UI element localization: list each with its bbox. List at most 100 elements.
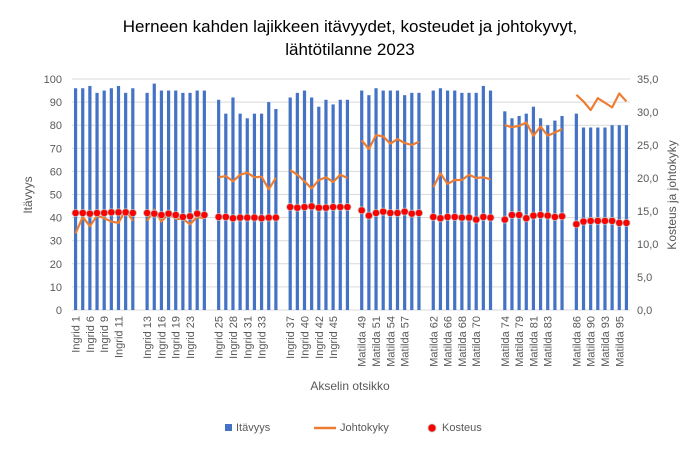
point-kosteus: [193, 209, 202, 218]
bar-itavyys: [238, 113, 242, 311]
y2-tick-label: 20,0: [637, 173, 658, 185]
bar-itavyys: [431, 90, 435, 310]
y-tick-label: 60: [50, 166, 62, 178]
x-tick-label: Ingrid 28: [228, 316, 240, 359]
y-tick-label: 90: [50, 97, 62, 109]
bar-itavyys: [274, 109, 278, 310]
point-kosteus: [286, 203, 295, 212]
x-tick-label: Ingrid 25: [214, 316, 226, 359]
x-tick-label: Matilda 51: [371, 316, 383, 367]
legend-label-johtokyky: Johtokyky: [340, 422, 389, 434]
point-kosteus: [515, 210, 524, 219]
point-kosteus: [300, 203, 309, 212]
point-kosteus: [379, 207, 388, 216]
line-johtokyky: [289, 169, 348, 190]
x-tick-label: Matilda 81: [528, 316, 540, 367]
bar-itavyys: [231, 97, 235, 310]
bar-itavyys: [438, 88, 443, 311]
point-kosteus: [436, 214, 445, 223]
point-kosteus: [608, 216, 617, 225]
bar-itavyys: [116, 85, 121, 311]
legend: Itävyys Johtokyky Kosteus: [225, 422, 482, 434]
point-kosteus: [414, 208, 423, 217]
line-johtokyky: [360, 134, 420, 151]
bar-itavyys: [73, 88, 78, 311]
legend-swatch-itavyys: [225, 424, 232, 431]
y-tick-label: 100: [44, 74, 62, 86]
y-tick-label: 30: [50, 236, 62, 248]
point-kosteus: [465, 213, 474, 222]
y-tick-label: 10: [50, 282, 62, 294]
point-kosteus: [536, 210, 545, 219]
point-kosteus: [400, 207, 409, 216]
bar-itavyys: [445, 90, 450, 310]
x-tick-label: Matilda 62: [428, 316, 440, 367]
bar-itavyys: [181, 92, 185, 310]
x-tick-label: Ingrid 40: [300, 316, 312, 359]
bar-itavyys: [381, 90, 385, 310]
x-tick-label: Ingrid 45: [328, 316, 340, 359]
y2-tick-label: 30,0: [637, 107, 658, 119]
legend-label-kosteus: Kosteus: [442, 422, 482, 434]
point-kosteus: [186, 212, 195, 221]
y2-axis-label: Kosteus ja johtokyky: [665, 140, 679, 249]
point-kosteus: [586, 216, 595, 225]
point-kosteus: [443, 212, 452, 221]
line-johtokyky: [575, 92, 628, 112]
x-tick-label: Ingrid 9: [99, 316, 111, 353]
bar-itavyys: [367, 95, 371, 310]
bar-itavyys: [302, 90, 307, 310]
point-kosteus: [121, 208, 130, 217]
point-kosteus: [457, 213, 466, 222]
y2-tick-label: 15,0: [637, 206, 658, 218]
chart-title-line-2: lähtötilanne 2023: [285, 40, 415, 59]
bar-itavyys: [374, 88, 378, 311]
point-kosteus: [150, 209, 159, 218]
x-tick-label: Ingrid 19: [171, 316, 183, 359]
x-tick-label: Matilda 66: [443, 316, 455, 367]
point-kosteus: [264, 213, 273, 222]
x-axis-label: Akselin otsikko: [310, 379, 390, 393]
bar-itavyys: [395, 90, 400, 310]
bar-itavyys: [574, 113, 578, 311]
bar-itavyys: [124, 92, 128, 310]
point-kosteus: [250, 213, 259, 222]
x-tick-label: Matilda 74: [500, 316, 512, 367]
x-tick-label: Matilda 70: [471, 316, 483, 367]
bar-itavyys: [503, 111, 507, 310]
x-tick-label: Matilda 57: [400, 316, 412, 367]
bar-itavyys: [417, 92, 421, 310]
point-kosteus: [293, 203, 302, 212]
point-kosteus: [143, 208, 152, 217]
line-johtokyky: [432, 172, 491, 188]
point-kosteus: [71, 208, 80, 217]
x-tick-label: Ingrid 37: [285, 316, 297, 359]
point-kosteus: [271, 213, 280, 222]
point-kosteus: [558, 212, 567, 221]
point-kosteus: [236, 213, 245, 222]
y2-tick-label: 35,0: [637, 74, 658, 86]
bar-itavyys: [188, 92, 192, 310]
point-kosteus: [507, 210, 516, 219]
x-tick-label: Ingrid 6: [85, 316, 97, 353]
legend-label-itavyys: Itävyys: [236, 422, 271, 434]
bar-itavyys: [360, 90, 364, 310]
point-kosteus: [550, 212, 559, 221]
point-kosteus: [386, 208, 395, 217]
bar-itavyys: [95, 92, 99, 310]
point-kosteus: [407, 209, 416, 218]
point-kosteus: [600, 216, 609, 225]
y2-tick-label: 25,0: [637, 140, 658, 152]
bar-itavyys: [202, 90, 206, 310]
point-kosteus: [200, 210, 209, 219]
point-kosteus: [93, 208, 102, 217]
chart-title-line-1: Herneen kahden lajikkeen itävyydet, kost…: [123, 17, 578, 36]
point-kosteus: [372, 208, 381, 217]
point-kosteus: [543, 211, 552, 220]
x-tick-label: Matilda 79: [514, 316, 526, 367]
bar-itavyys: [474, 92, 478, 310]
bar-itavyys: [467, 92, 471, 310]
bar-itavyys: [259, 113, 264, 311]
